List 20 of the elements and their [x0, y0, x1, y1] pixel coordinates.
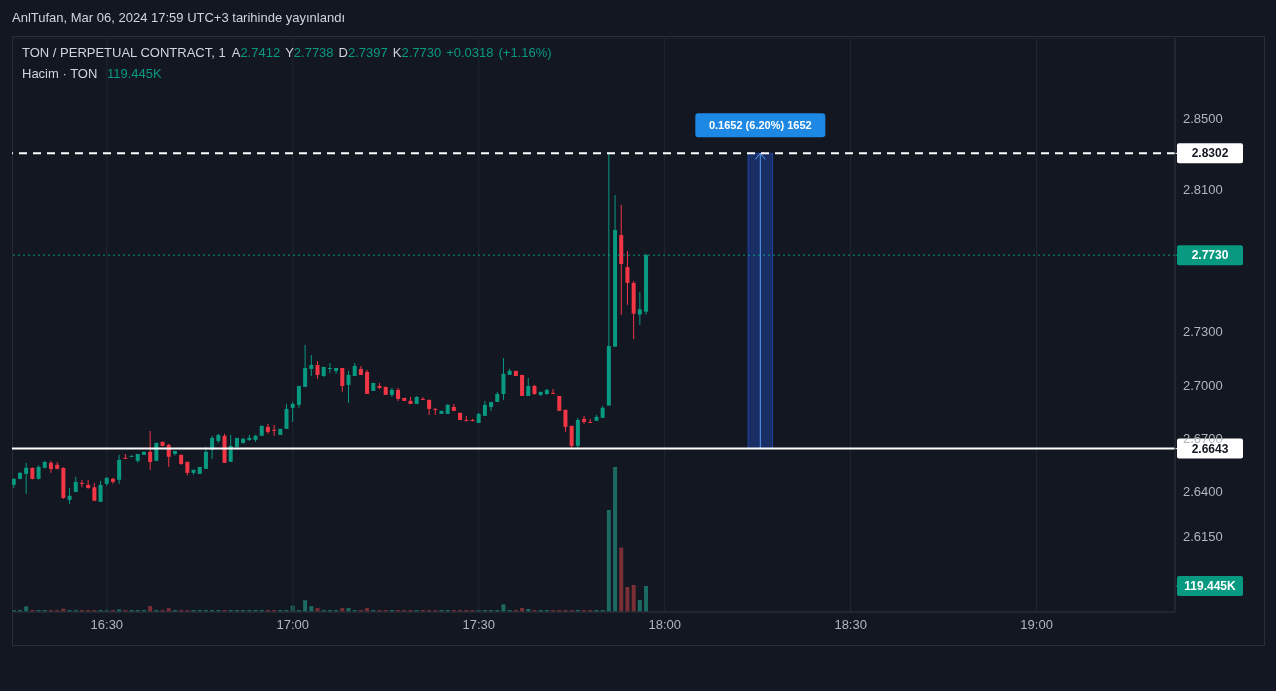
y2-tick-label: 119.445K — [1184, 579, 1237, 593]
annotation: 0.1652 (6.20%) 1652 — [708, 119, 812, 132]
x-tick-label: 19:00 — [1020, 617, 1053, 633]
x-tick-label: 17:00 — [276, 617, 310, 633]
ref-line-label: 2.8302 — [1191, 146, 1229, 161]
x-tick-label: 17:30 — [462, 617, 496, 633]
y-tick-label: 2.8100 — [1183, 181, 1223, 197]
x-tick-label: 16:30 — [90, 617, 124, 633]
y-tick-label: 2.7300 — [1183, 324, 1223, 340]
x-tick-label: 18:30 — [834, 617, 867, 633]
y-tick-label: 2.6150 — [1183, 528, 1223, 544]
y-tick-label: 2.7000 — [1183, 377, 1223, 393]
text: AnlTufan, Mar 06, 2024 17:59 UTC+3 tarihinde yayınlandı — [12, 10, 346, 25]
text: A2.7412 Y2.7738 D2.7397 K2.7730 +0.0318 (+1.16%) — [231, 45, 552, 60]
y-tick-label: 2.8500 — [1183, 110, 1223, 126]
x-tick-label: 18:00 — [648, 617, 681, 633]
text: TON / PERPETUAL CONTRACT, 1 — [22, 45, 226, 60]
ref-line-label: 2.7730 — [1191, 248, 1229, 263]
y-tick-label: 2.6400 — [1183, 484, 1223, 500]
annotation: Hacim · TON 119.445K — [22, 66, 162, 81]
